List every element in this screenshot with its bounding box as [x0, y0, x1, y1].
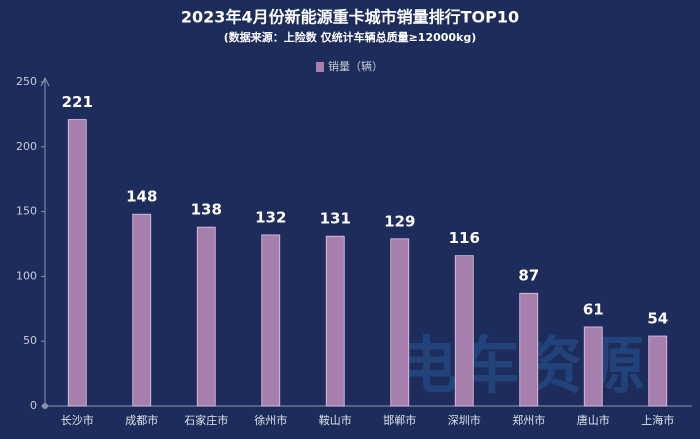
data-label: 116 [449, 229, 480, 247]
x-tick-label: 唐山市 [577, 413, 610, 427]
legend-label: 销量（辆） [328, 59, 383, 73]
data-label: 129 [384, 212, 415, 230]
y-tick-label: 200 [16, 140, 37, 153]
y-axis-arrow [40, 76, 50, 87]
data-label: 221 [62, 93, 93, 111]
data-label: 138 [191, 201, 222, 219]
bar [648, 335, 668, 407]
x-tick-label: 成都市 [125, 413, 158, 427]
y-tick-label: 100 [16, 269, 37, 282]
data-label: 148 [126, 188, 157, 206]
chart-title: 2023年4月份新能源重卡城市销量排行TOP10 [181, 8, 519, 27]
data-label: 131 [320, 210, 351, 228]
legend-swatch [316, 62, 324, 72]
data-label: 87 [518, 267, 539, 285]
y-tick-label: 50 [23, 334, 37, 347]
y-tick-label: 150 [16, 205, 37, 218]
bar [325, 235, 345, 407]
x-tick-label: 邯郸市 [383, 413, 416, 427]
x-tick-label: 郑州市 [512, 413, 545, 427]
x-tick-label: 石家庄市 [184, 413, 228, 427]
bar [519, 292, 539, 407]
data-label: 61 [583, 300, 604, 318]
x-tick-label: 深圳市 [448, 413, 481, 427]
chart-subtitle: (数据来源：上险数 仅统计车辆总质量≥12000kg) [224, 30, 477, 44]
data-label: 132 [255, 208, 286, 226]
bar [583, 326, 603, 407]
x-tick-label: 上海市 [641, 413, 674, 427]
bar [196, 226, 216, 407]
data-label: 54 [647, 310, 668, 328]
y-tick-label: 250 [16, 75, 37, 88]
bar [454, 255, 474, 407]
bar [261, 234, 281, 407]
x-tick-label: 鞍山市 [319, 413, 352, 427]
x-tick-label: 长沙市 [61, 413, 94, 427]
bar [132, 213, 152, 407]
y-tick-label: 0 [30, 399, 37, 412]
x-tick-label: 徐州市 [254, 413, 287, 427]
bar [390, 238, 410, 407]
bar [67, 119, 87, 407]
